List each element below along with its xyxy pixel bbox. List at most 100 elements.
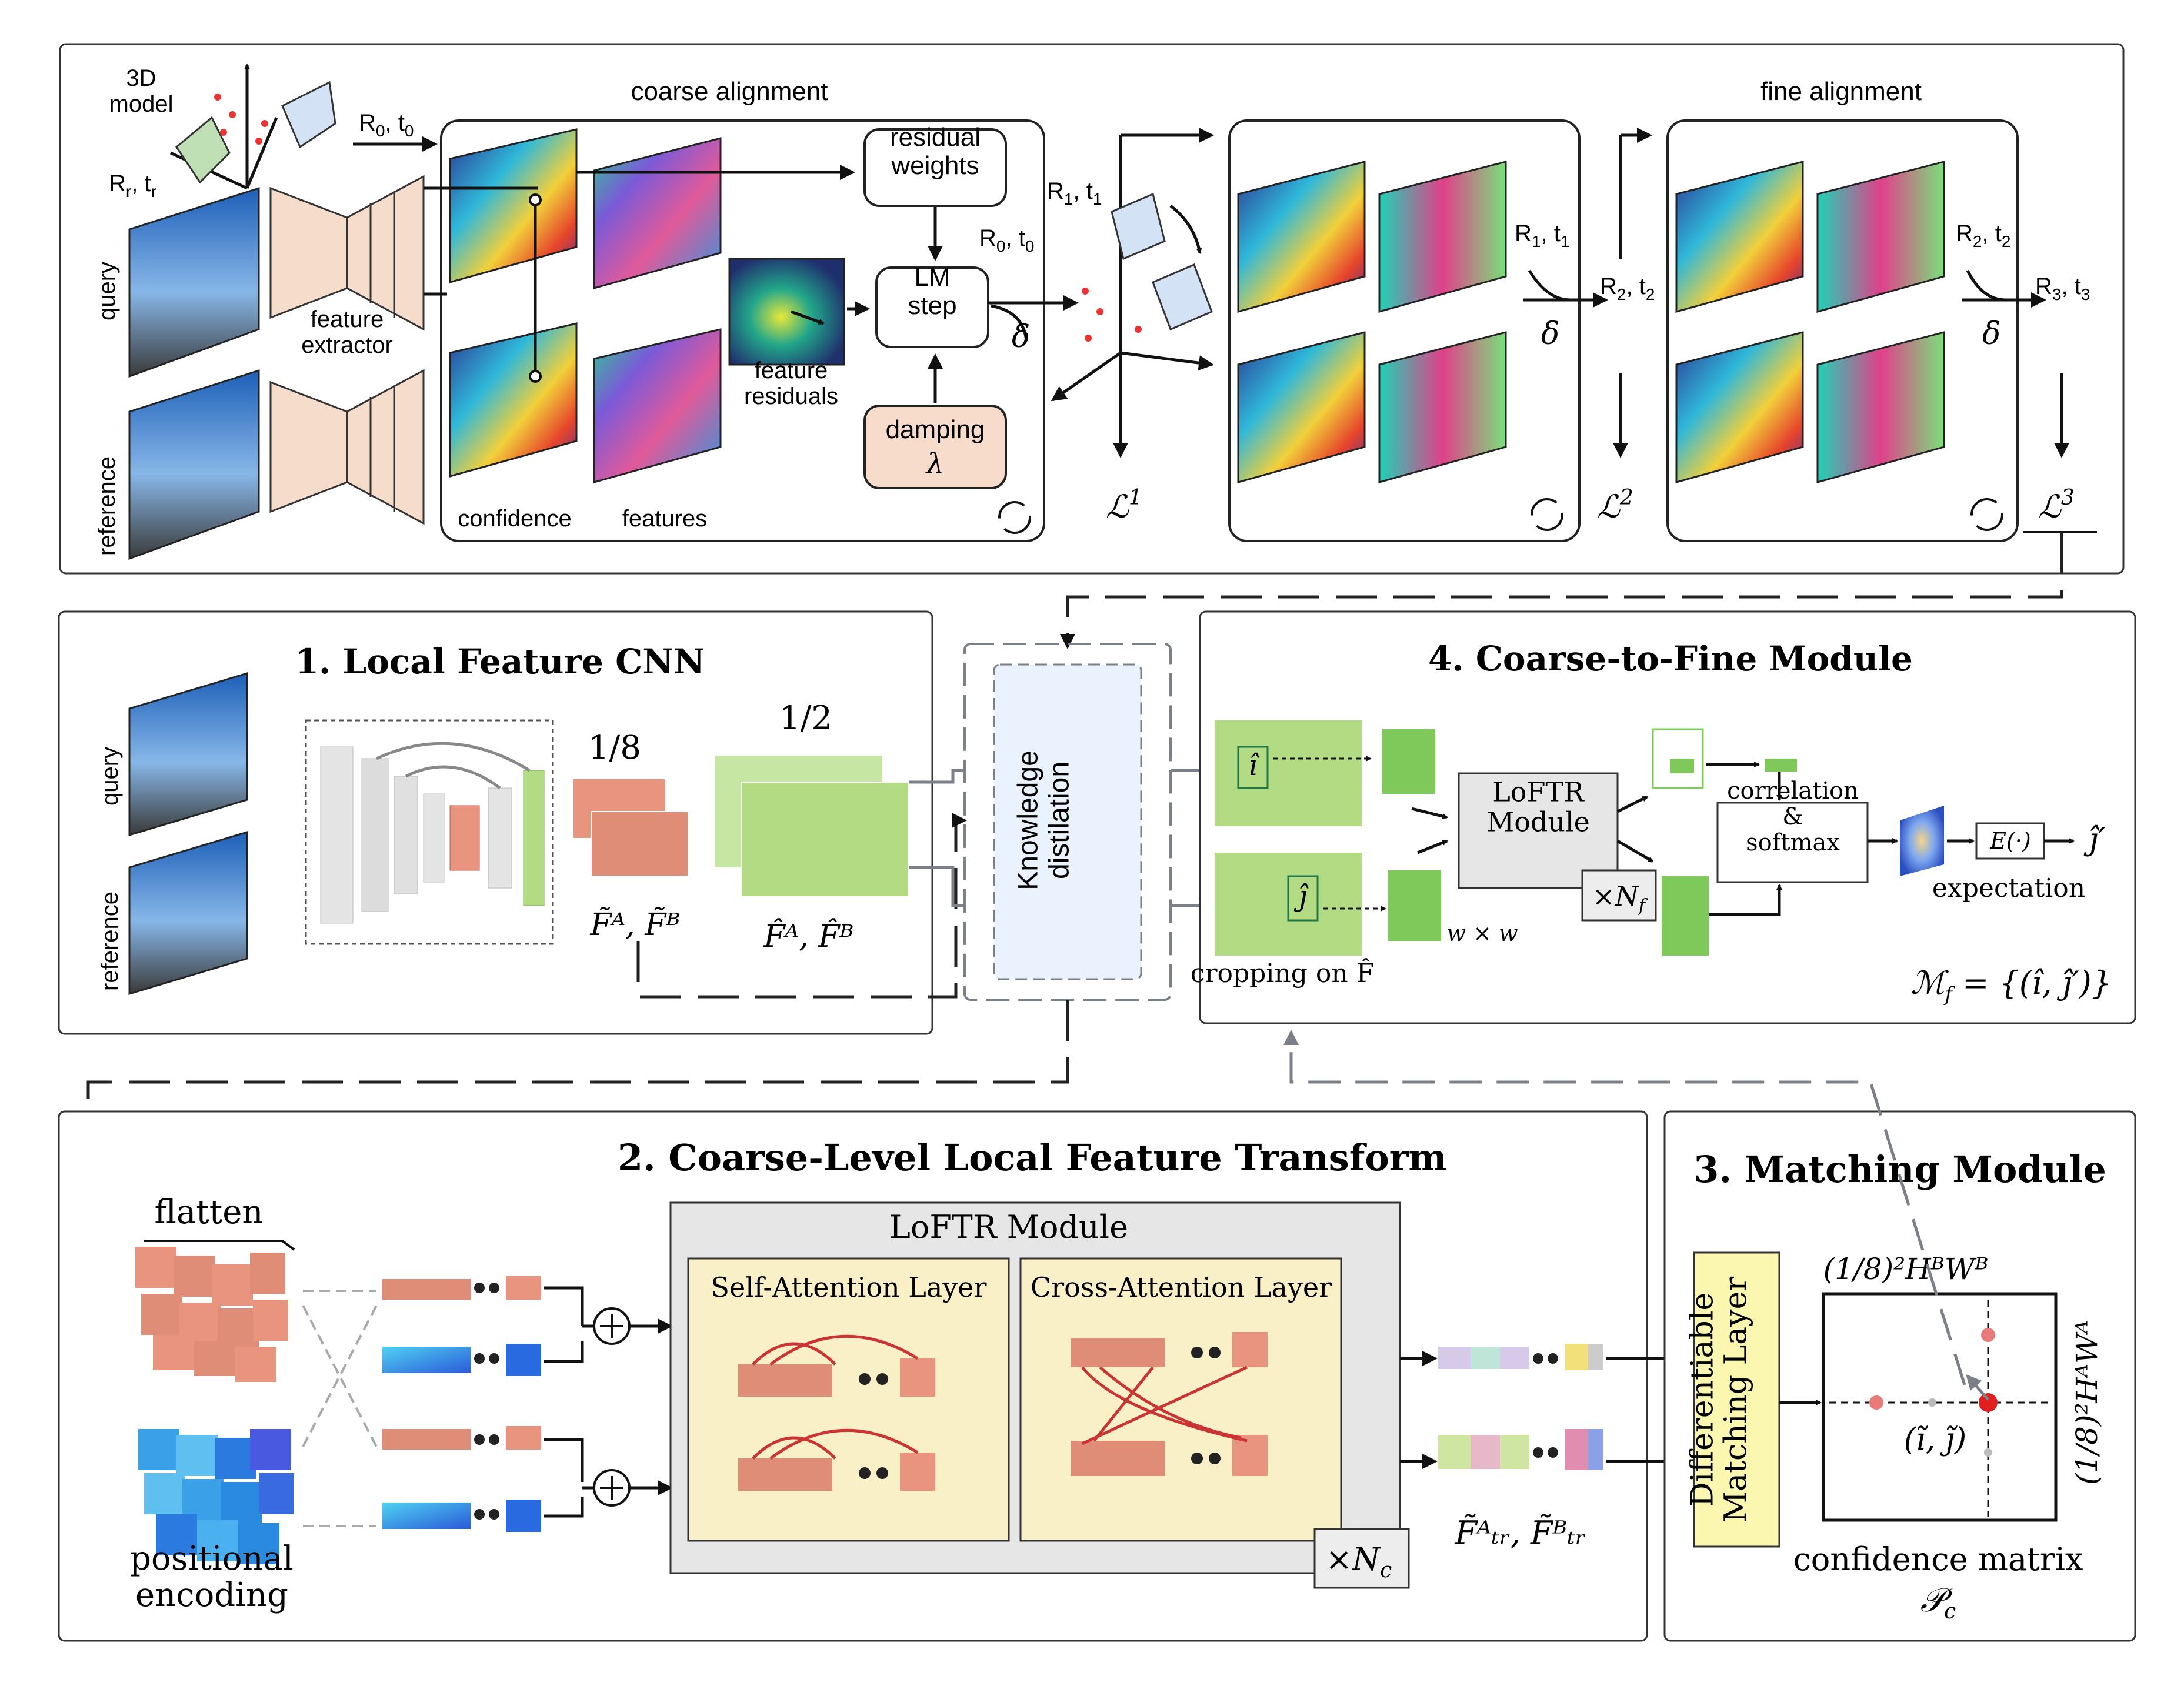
token-row-d (382, 1500, 541, 1532)
r3-t3-label: R3, t3 (2035, 273, 2090, 303)
feature-extractor-label: feature extractor (301, 306, 393, 358)
residual-weights-label: residual weights (890, 123, 981, 180)
positional-encoding-grid (138, 1429, 294, 1564)
loss-3: ℒ3 (2038, 486, 2075, 525)
top-axis-label: (1/8)²HᴮWᴮ (1823, 1252, 1989, 1286)
feature-map-fine1-r (1378, 331, 1507, 483)
3d-model-label: 3D model (109, 65, 174, 117)
loftr-module-label: LoFTR Module (889, 1208, 1128, 1246)
dml-label: DifferentiableMatching Layer (1685, 1277, 1753, 1523)
damping-box (863, 405, 1007, 489)
pc-label: 𝒫c (1920, 1581, 1956, 1624)
kd-label: Knowledgedistilation (1013, 750, 1075, 890)
scale-eighth: 1/8 (588, 729, 641, 767)
reference-photo (128, 369, 260, 560)
fine-alignment-label: fine alignment (1760, 77, 1922, 106)
rr-tr-label: Rr, tr (109, 171, 156, 201)
panel1-query-photo (128, 672, 248, 837)
confidence-map-query (449, 128, 578, 283)
cropping-label: cropping on F̂ (1191, 957, 1374, 989)
coarse-feature-grid (135, 1247, 288, 1382)
transformed-tokens-b (1438, 1429, 1603, 1470)
panel-coarse-level-transform: 2. Coarse-Level Local Feature Transform … (58, 1110, 1690, 1642)
self-attention-panel (687, 1257, 1010, 1542)
query-photo (128, 186, 260, 378)
feature-residuals-map (728, 258, 845, 366)
nc-badge (1313, 1528, 1410, 1589)
confidence-label: confidence (458, 506, 571, 532)
lm-step-label: LM step (908, 263, 956, 320)
scale-half: 1/2 (779, 699, 832, 737)
self-attention-graph (738, 1334, 935, 1491)
nf-badge (1581, 869, 1657, 922)
fine-output-block-top (1652, 728, 1704, 789)
nc-label: ×Nc (1326, 1541, 1392, 1582)
cnn-backbone-box (305, 719, 554, 945)
correlation-label: correlation & softmax (1727, 777, 1859, 856)
loftr-module-small (1458, 772, 1619, 889)
panel1-reference-label: reference (97, 892, 123, 991)
cycle-icon-fine2 (1970, 498, 2003, 531)
confidence-map-fine1-q (1237, 161, 1366, 313)
panel-local-feature-cnn: 1. Local Feature CNN query reference 1/8… (58, 610, 933, 1035)
token-row-c (382, 1426, 541, 1450)
delta-fine2: δ (1982, 316, 2000, 352)
coarse-alignment-label: coarse alignment (631, 77, 828, 106)
reference-label: reference (94, 456, 120, 556)
loss-1: ℒ1 (1106, 486, 1142, 525)
patch-j-block (1388, 870, 1441, 941)
patch-i-block (1382, 729, 1435, 794)
self-attention-label: Self-Attention Layer (711, 1271, 987, 1303)
fine-output-block-bottom (1662, 876, 1709, 956)
feature-map-fine2-q (1816, 161, 1945, 313)
nf-label: ×Nf (1592, 880, 1648, 916)
match-point-left (1869, 1395, 1883, 1410)
r0-t0-input-label: R0, t0 (359, 110, 414, 140)
feature-map-fine2-r (1816, 331, 1945, 483)
unet-blocks (320, 742, 545, 924)
mf-label: ℳf = {(î, ĵ′)} (1911, 964, 2112, 1006)
feature-residuals-label: feature residuals (744, 358, 838, 409)
3d-model-icon (169, 64, 336, 190)
loftr-small-label: LoFTR Module (1486, 776, 1590, 838)
flatten-label: flatten (155, 1193, 264, 1231)
f-tilde-label: F̃ᴬ, F̃ᴮ (590, 907, 681, 943)
confidence-map-fine2-q (1675, 161, 1804, 313)
cross-attention-graph (1071, 1332, 1268, 1476)
correlation-softmax-box (1716, 802, 1869, 883)
f-tr-label: F̃ᴬₜᵣ, F̃ᴮₜᵣ (1455, 1514, 1586, 1551)
cycle-icon-coarse (998, 501, 1031, 534)
side-axis-label: (1/8)²HᴬWᴬ (2070, 1320, 2104, 1485)
delta-coarse: δ (1012, 319, 1030, 355)
i-hat-label: î (1248, 749, 1259, 782)
token-row-b (382, 1344, 541, 1376)
feature-map-ref (593, 328, 722, 483)
panel1-title: 1. Local Feature CNN (295, 642, 705, 682)
differentiable-matching-layer (1693, 1251, 1780, 1548)
f-hat-label: F̂ᴬ, F̂ᴮ (763, 919, 854, 954)
r1-t1-label-a: R1, t1 (1047, 178, 1102, 208)
feature-map-query (593, 137, 722, 289)
panel1-reference-photo (128, 830, 248, 996)
loss-2: ℒ2 (1597, 486, 1633, 525)
token-row-a (382, 1276, 541, 1300)
panel2-title: 2. Coarse-Level Local Feature Transform (618, 1136, 1447, 1179)
expectation-fn: E(·) (1989, 828, 2030, 854)
confidence-map-fine1-r (1237, 331, 1366, 483)
confidence-map-fine2-r (1675, 331, 1804, 483)
confidence-matrix-label: confidence matrix (1793, 1541, 2083, 1578)
cross-attention-panel (1019, 1257, 1342, 1542)
coarse-feature-block-b (591, 811, 689, 877)
top-pipeline-panel: 3D model Rr, tr query reference feature ex… (59, 43, 2125, 575)
cycle-icon-fine1 (1531, 498, 1563, 531)
feature-map-fine1-q (1378, 161, 1507, 313)
panel-matching-module: 3. Matching Module DifferentiableMatchin… (1663, 1110, 2136, 1642)
positional-encoding-label: positional encoding (130, 1540, 294, 1614)
features-label: features (622, 506, 708, 532)
fine-feature-block-b (741, 782, 909, 897)
feature-extractor (269, 175, 425, 525)
expectation-label: expectation (1932, 873, 2085, 903)
heatmap-blob (1900, 806, 1944, 876)
match-to-coarse-to-fine (1283, 1030, 1966, 1385)
